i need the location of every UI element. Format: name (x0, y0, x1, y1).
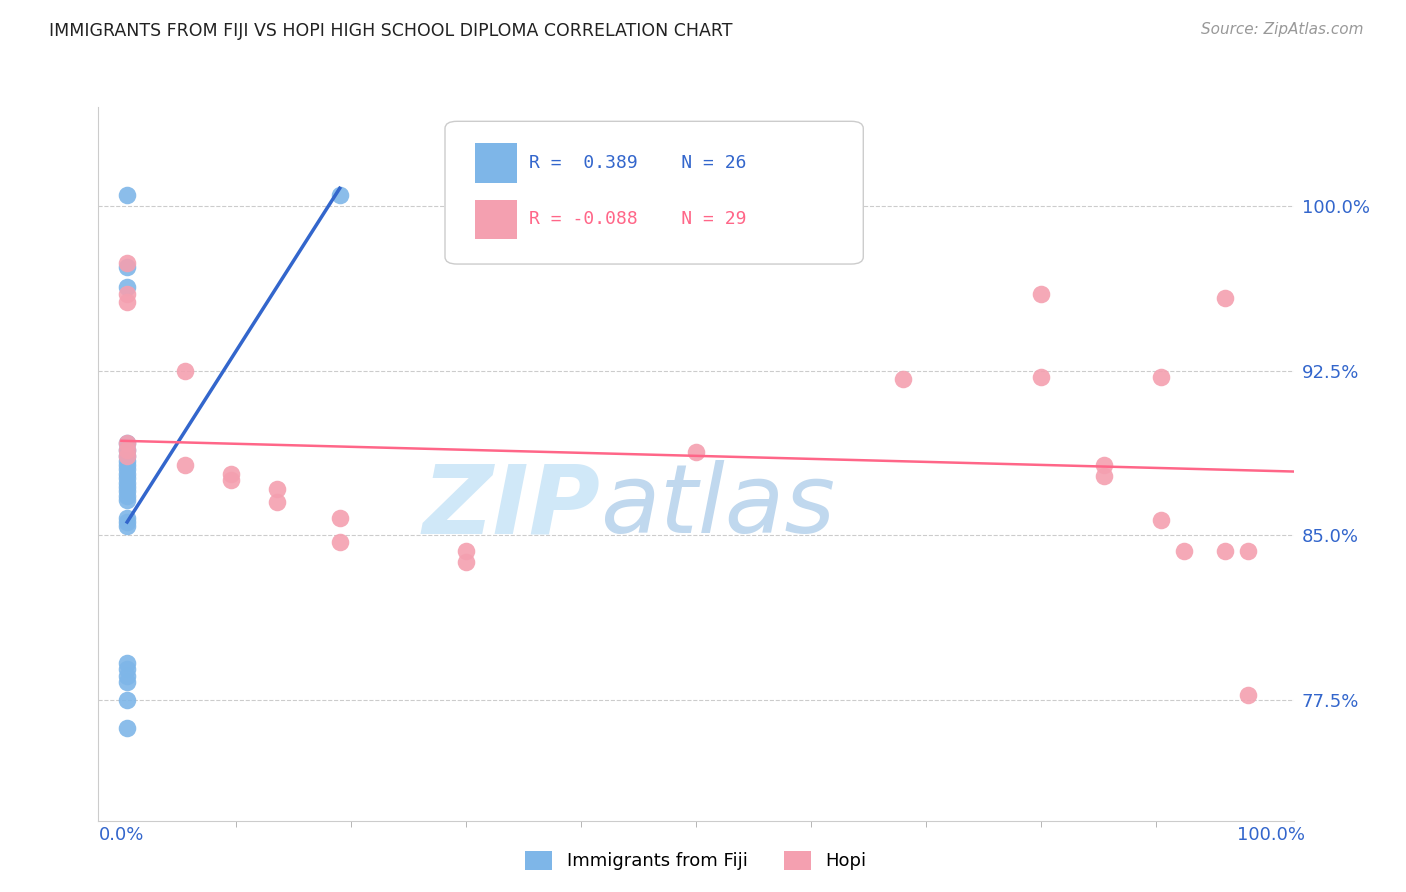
Point (115, 519, 138, 533)
Point (115, 493, 138, 508)
Point (1150, 513, 1173, 527)
Legend: Immigrants from Fiji, Hopi: Immigrants from Fiji, Hopi (516, 842, 876, 880)
Text: atlas: atlas (600, 460, 835, 553)
Point (115, 458, 138, 472)
Point (1029, 286, 1052, 301)
Point (115, 442, 138, 457)
Point (115, 510, 138, 524)
Point (115, 462, 138, 476)
Point (115, 286, 138, 301)
Point (115, 489, 138, 503)
Point (329, 510, 352, 524)
Point (115, 669, 138, 683)
Text: R = -0.088    N = 29: R = -0.088 N = 29 (529, 211, 747, 228)
Text: IMMIGRANTS FROM FIJI VS HOPI HIGH SCHOOL DIPLOMA CORRELATION CHART: IMMIGRANTS FROM FIJI VS HOPI HIGH SCHOOL… (49, 22, 733, 40)
Point (115, 471, 138, 485)
Point (456, 555, 478, 569)
Point (1236, 543, 1258, 558)
Text: ZIP: ZIP (422, 460, 600, 553)
Point (115, 515, 138, 529)
Point (115, 467, 138, 481)
Point (115, 453, 138, 467)
Point (115, 722, 138, 736)
Point (266, 495, 288, 509)
Point (173, 458, 195, 472)
Point (115, 187, 138, 202)
Point (219, 467, 242, 481)
FancyBboxPatch shape (444, 121, 863, 264)
Point (115, 480, 138, 494)
Point (1092, 469, 1115, 483)
Point (1213, 543, 1236, 558)
FancyBboxPatch shape (475, 144, 517, 183)
Point (266, 482, 288, 496)
Point (115, 436, 138, 450)
Point (115, 675, 138, 690)
Point (115, 256, 138, 270)
Point (115, 475, 138, 490)
Point (115, 449, 138, 463)
Point (115, 662, 138, 676)
Point (115, 693, 138, 707)
Point (891, 372, 914, 386)
Point (1092, 458, 1115, 472)
Point (115, 442, 138, 457)
Point (219, 473, 242, 487)
Point (685, 444, 707, 458)
Point (115, 449, 138, 463)
Point (1236, 689, 1258, 703)
Point (456, 543, 478, 558)
Point (173, 363, 195, 377)
Text: R =  0.389    N = 26: R = 0.389 N = 26 (529, 153, 747, 171)
Point (1029, 370, 1052, 384)
Point (115, 484, 138, 499)
Point (115, 280, 138, 294)
Point (115, 260, 138, 275)
Point (115, 436, 138, 450)
Point (1213, 291, 1236, 305)
Point (115, 295, 138, 310)
FancyBboxPatch shape (475, 200, 517, 239)
Point (1150, 370, 1173, 384)
Point (1173, 543, 1195, 558)
Point (115, 656, 138, 670)
Point (329, 534, 352, 549)
Point (329, 187, 352, 202)
Text: Source: ZipAtlas.com: Source: ZipAtlas.com (1201, 22, 1364, 37)
